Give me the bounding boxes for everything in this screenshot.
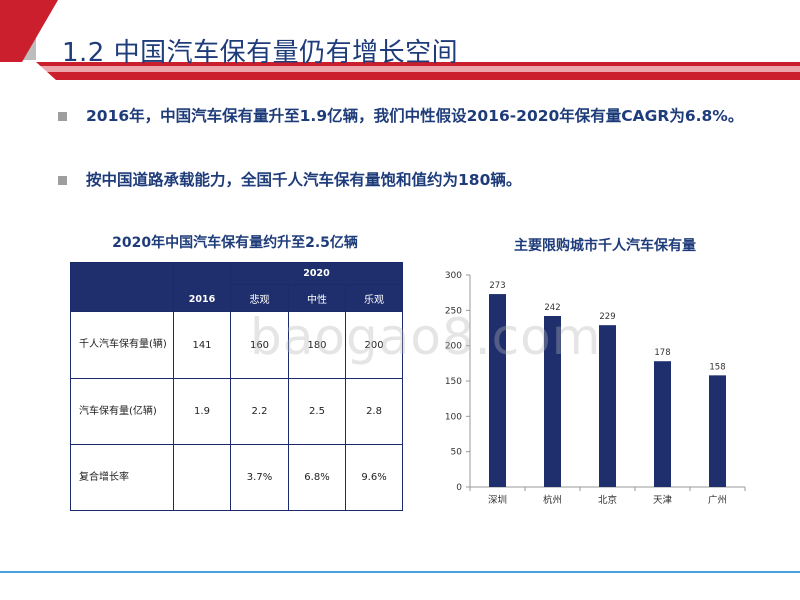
chart-title: 主要限购城市千人汽车保有量 (514, 238, 696, 254)
cell-value: 2.8 (344, 378, 404, 445)
bar (489, 294, 506, 487)
cell-value: 9.6% (344, 444, 404, 511)
footer-divider (0, 571, 800, 573)
page-title: 1.2 中国汽车保有量仍有增长空间 (62, 38, 459, 68)
x-tick-label: 广州 (708, 494, 727, 506)
bullet-text: 2016年，中国汽车保有量升至1.9亿辆，我们中性假设2016-2020年保有量… (86, 107, 744, 125)
bar (654, 361, 671, 487)
bar-value-label: 273 (489, 281, 505, 291)
cell-value: 3.7% (230, 444, 289, 511)
y-tick-label: 0 (456, 483, 462, 493)
header-empty-cell (70, 262, 174, 312)
cell-value: 180 (288, 311, 346, 379)
table-row: 汽车保有量(亿辆) 1.9 2.2 2.5 2.8 (70, 378, 404, 445)
cell-value: 200 (344, 311, 404, 379)
x-tick-label: 深圳 (488, 495, 507, 506)
x-tick-label: 杭州 (543, 494, 562, 506)
bar (709, 375, 726, 487)
header-2020: 2020 (229, 262, 404, 285)
cell-value: 2.5 (288, 378, 346, 445)
y-tick-label: 300 (445, 271, 462, 281)
bullet-text: 按中国道路承载能力，全国千人汽车保有量饱和值约为180辆。 (86, 171, 522, 189)
bar-value-label: 178 (654, 348, 670, 358)
y-tick-label: 200 (445, 342, 462, 352)
cell-2016: 1.9 (173, 378, 231, 445)
row-label: 复合增长率 (70, 444, 174, 511)
bullet-square-icon (58, 112, 67, 121)
header-2016: 2016 (173, 262, 231, 312)
y-tick-label: 150 (445, 377, 462, 387)
cell-2016: 141 (173, 311, 231, 379)
bullet-point-2: 按中国道路承载能力，全国千人汽车保有量饱和值约为180辆。 (58, 167, 778, 193)
row-label: 汽车保有量(亿辆) (70, 378, 174, 445)
watermark: baogao8.com (250, 308, 602, 366)
x-tick-label: 北京 (598, 494, 617, 506)
car-ownership-table: 2016 2020 悲观 中性 乐观 千人汽车保有量(辆) 141 160 18… (70, 262, 404, 511)
table-row: 复合增长率 3.7% 6.8% 9.6% (70, 444, 404, 511)
x-tick-label: 天津 (653, 495, 673, 506)
bar-value-label: 158 (709, 362, 725, 372)
bar (599, 325, 616, 487)
header-scenario: 乐观 (344, 284, 404, 312)
bar-chart: 0 50 100 150 200 250 300 273 深圳 242 杭州 229 北京 178 天津 15… (445, 271, 746, 506)
y-tick-label: 50 (451, 448, 463, 458)
y-tick-label: 100 (445, 412, 462, 422)
bullet-square-icon (58, 176, 67, 185)
bar (544, 315, 561, 487)
cell-value: 160 (230, 311, 289, 379)
bar-value-label: 229 (599, 312, 615, 322)
y-tick-label: 250 (445, 306, 462, 316)
table-row: 千人汽车保有量(辆) 141 160 180 200 (70, 311, 404, 379)
bar-value-label: 242 (544, 303, 560, 313)
cell-2016 (173, 444, 231, 511)
cell-value: 6.8% (288, 444, 346, 511)
header-white-line (36, 66, 800, 72)
header-decoration (0, 0, 800, 80)
table-title: 2020年中国汽车保有量约升至2.5亿辆 (112, 235, 358, 251)
bullet-point-1: 2016年，中国汽车保有量升至1.9亿辆，我们中性假设2016-2020年保有量… (58, 103, 778, 129)
row-label: 千人汽车保有量(辆) (70, 311, 174, 379)
cell-value: 2.2 (230, 378, 289, 445)
header-red-wedge (0, 0, 58, 62)
